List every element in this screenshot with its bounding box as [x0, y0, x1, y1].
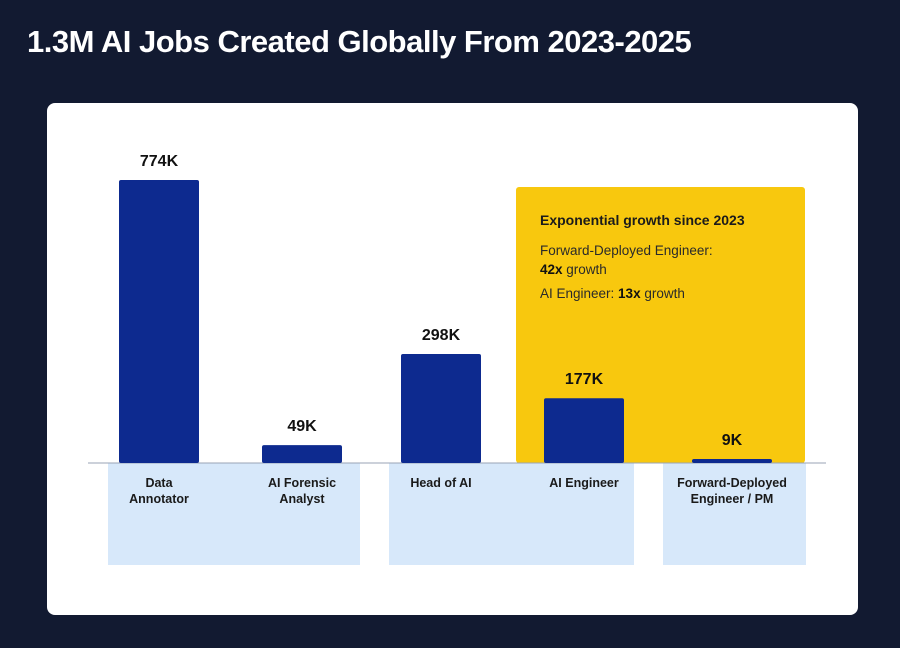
- category-panel: [108, 463, 360, 565]
- value-label: 774K: [139, 153, 179, 170]
- chart-title: 1.3M AI Jobs Created Globally From 2023-…: [27, 24, 692, 59]
- category-panel: [389, 463, 634, 565]
- callout-line-3: AI Engineer: 13x growth: [540, 284, 685, 303]
- bar-0: [119, 180, 199, 463]
- value-label: 298K: [421, 327, 461, 345]
- bar-2: [401, 354, 481, 463]
- category-label: AI Engineer: [549, 476, 619, 490]
- callout-text: AI Engineer:: [540, 286, 619, 301]
- callout-text: growth: [562, 262, 607, 277]
- value-label: 177K: [564, 371, 604, 389]
- category-label: Head of AI: [410, 476, 472, 490]
- callout-heading: Exponential growth since 2023: [540, 212, 745, 228]
- callout-line-2: 42x growth: [540, 260, 607, 279]
- callout-fde-growth: 42x: [540, 262, 563, 277]
- callout-line-1: Forward-Deployed Engineer:: [540, 243, 713, 258]
- value-label: 49K: [287, 418, 317, 436]
- bar-1: [262, 445, 342, 463]
- category-panel: [663, 463, 806, 565]
- category-label: Forward-Deployed Engineer / PM: [677, 476, 787, 506]
- bar-3: [544, 398, 624, 463]
- bar-4: [692, 459, 772, 463]
- category-label: Data Annotator: [129, 476, 189, 506]
- value-label: 9K: [721, 432, 743, 449]
- callout-ai-engineer-growth: 13x: [618, 286, 641, 301]
- callout-text: growth: [640, 286, 685, 301]
- category-label: AI Forensic Analyst: [267, 476, 337, 506]
